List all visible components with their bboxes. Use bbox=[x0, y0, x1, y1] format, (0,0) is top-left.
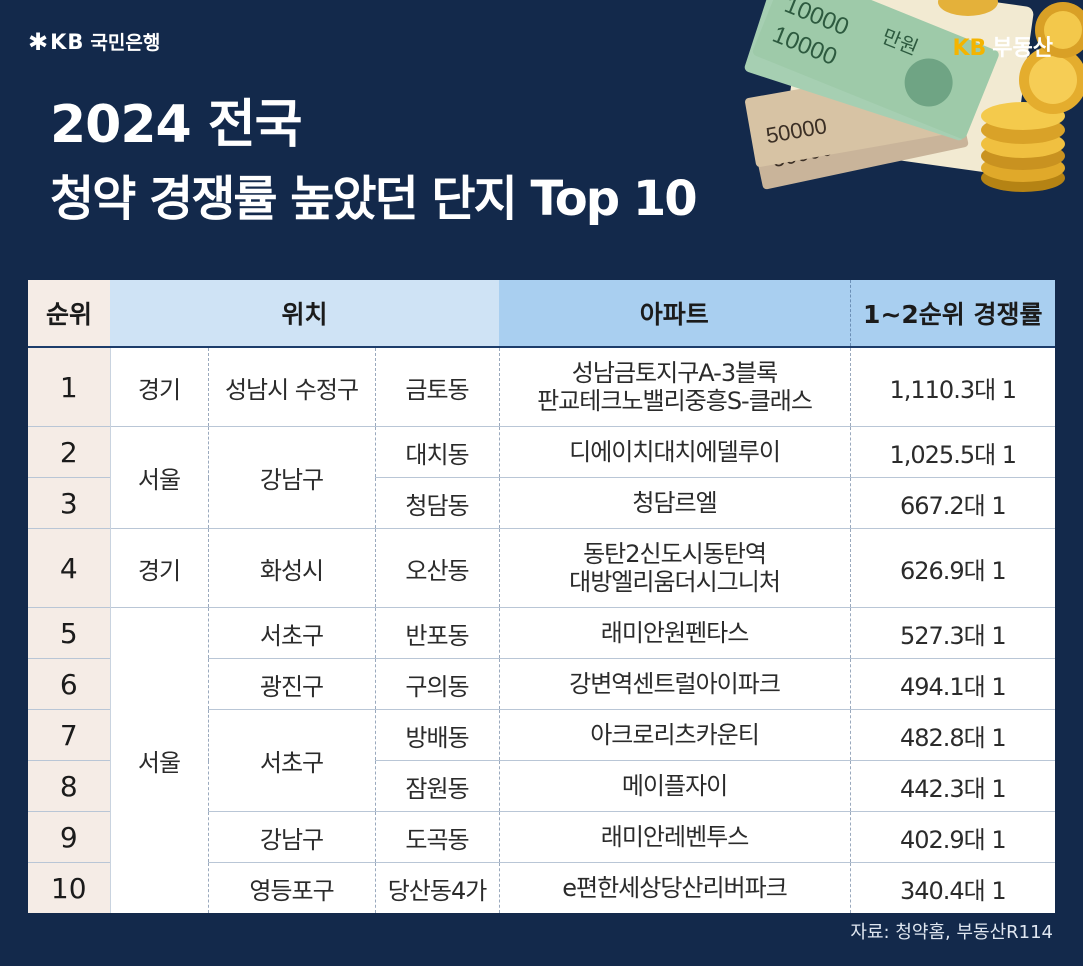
header-location: 위치 bbox=[110, 280, 500, 347]
apartment-name-line-2: 판교테크노밸리중흥S-클래스 bbox=[537, 387, 813, 415]
dong-cell: 오산동 bbox=[374, 528, 500, 608]
rank-cell: 9 bbox=[28, 811, 110, 863]
table-row: 1 경기 성남시 수정구 금토동 성남금토지구A-3블록 판교테크노밸리중흥S-… bbox=[28, 346, 1056, 427]
ratio-cell: 494.1대 1 bbox=[849, 658, 1056, 710]
apartment-cell: 래미안레벤투스 bbox=[498, 811, 851, 863]
region-cell: 서울 bbox=[109, 426, 208, 529]
district-cell: 강남구 bbox=[207, 426, 375, 529]
district-cell: 서초구 bbox=[207, 607, 375, 659]
region-cell: 경기 bbox=[109, 528, 208, 608]
bank-logo-kb: KB bbox=[50, 29, 85, 54]
apartment-name-line-2: 대방엘리움더시그니처 bbox=[569, 568, 781, 596]
title-line-2: 청약 경쟁률 높았던 단지 Top 10 bbox=[50, 171, 698, 227]
table-header-row: 순위 위치 아파트 1~2순위 경쟁률 bbox=[28, 280, 1056, 347]
dong-cell: 당산동4가 bbox=[374, 862, 500, 913]
money-coins-illustration: 50000 50000 10000 만원 10000 bbox=[744, 0, 1083, 192]
kb-real-estate-logo: KB 부동산 bbox=[952, 30, 1053, 62]
table-row: 3 청담동 청담르엘 667.2대 1 bbox=[28, 477, 1056, 529]
district-cell: 영등포구 bbox=[207, 862, 375, 913]
apartment-name-line-1: 동탄2신도시동탄역 bbox=[583, 540, 767, 568]
table-row: 9 강남구 도곡동 래미안레벤투스 402.9대 1 bbox=[28, 811, 1056, 863]
district-cell: 화성시 bbox=[207, 528, 375, 608]
ratio-cell: 482.8대 1 bbox=[849, 709, 1056, 761]
table-row: 8 잠원동 메이플자이 442.3대 1 bbox=[28, 760, 1056, 812]
region-cell: 서울 bbox=[109, 607, 208, 913]
ratio-cell: 402.9대 1 bbox=[849, 811, 1056, 863]
rank-cell: 2 bbox=[28, 426, 110, 478]
dong-cell: 구의동 bbox=[374, 658, 500, 710]
dong-cell: 청담동 bbox=[374, 477, 500, 529]
apartment-cell: e편한세상당산리버파크 bbox=[498, 862, 851, 913]
apartment-cell: 강변역센트럴아이파크 bbox=[498, 658, 851, 710]
rank-cell: 4 bbox=[28, 528, 110, 608]
table-row: 4 경기 화성시 오산동 동탄2신도시동탄역 대방엘리움더시그니처 626.9대… bbox=[28, 528, 1056, 608]
district-cell: 서초구 bbox=[207, 709, 375, 812]
dong-cell: 금토동 bbox=[374, 346, 500, 427]
rank-cell: 7 bbox=[28, 709, 110, 761]
apartment-cell: 메이플자이 bbox=[498, 760, 851, 812]
ratio-cell: 442.3대 1 bbox=[849, 760, 1056, 812]
district-cell: 성남시 수정구 bbox=[207, 346, 375, 427]
apartment-name-line-1: 성남금토지구A-3블록 bbox=[571, 359, 778, 387]
page-title: 2024 전국 청약 경쟁률 높았던 단지 Top 10 bbox=[50, 88, 698, 236]
rank-cell: 3 bbox=[28, 477, 110, 529]
table-row: 5 서울 서초구 반포동 래미안원펜타스 527.3대 1 bbox=[28, 607, 1056, 913]
region-cell: 경기 bbox=[109, 346, 208, 427]
table-row: 6 광진구 구의동 강변역센트럴아이파크 494.1대 1 bbox=[28, 658, 1056, 710]
header-apartment: 아파트 bbox=[499, 280, 851, 347]
brand-logo-kb: KB bbox=[952, 36, 987, 61]
dong-cell: 방배동 bbox=[374, 709, 500, 761]
dong-cell: 대치동 bbox=[374, 426, 500, 478]
ratio-cell: 626.9대 1 bbox=[849, 528, 1056, 608]
ratio-cell: 527.3대 1 bbox=[849, 607, 1056, 659]
rank-cell: 10 bbox=[28, 862, 110, 913]
table-row: 10 영등포구 당산동4가 e편한세상당산리버파크 340.4대 1 bbox=[28, 862, 1056, 913]
apartment-cell: 동탄2신도시동탄역 대방엘리움더시그니처 bbox=[498, 528, 851, 608]
ratio-cell: 340.4대 1 bbox=[849, 862, 1056, 913]
dong-cell: 반포동 bbox=[374, 607, 500, 659]
brand-logo-name: 부동산 bbox=[992, 36, 1053, 61]
ratio-cell: 667.2대 1 bbox=[849, 477, 1056, 529]
ratio-cell: 1,025.5대 1 bbox=[849, 426, 1056, 478]
dong-cell: 도곡동 bbox=[374, 811, 500, 863]
source-note: 자료: 청약홈, 부동산R114 bbox=[850, 922, 1053, 943]
rank-cell: 8 bbox=[28, 760, 110, 812]
bank-logo-name: 국민은행 bbox=[90, 32, 161, 54]
kb-kookmin-bank-logo: ✱ KB 국민은행 bbox=[28, 28, 160, 55]
header-rank: 순위 bbox=[28, 280, 110, 347]
apartment-cell: 래미안원펜타스 bbox=[498, 607, 851, 659]
district-cell: 강남구 bbox=[207, 811, 375, 863]
note-portrait-shape bbox=[904, 58, 953, 107]
table-row: 2 서울 강남구 대치동 디에이치대치에델루이 1,025.5대 1 bbox=[28, 426, 1056, 529]
rank-cell: 1 bbox=[28, 346, 110, 427]
apartment-cell: 아크로리츠카운티 bbox=[498, 709, 851, 761]
title-line-1: 2024 전국 bbox=[50, 95, 303, 155]
apartment-cell: 청담르엘 bbox=[498, 477, 851, 529]
district-cell: 광진구 bbox=[207, 658, 375, 710]
ratio-cell: 1,110.3대 1 bbox=[849, 346, 1056, 427]
rank-cell: 5 bbox=[28, 607, 110, 659]
kb-star-icon: ✱ bbox=[28, 27, 49, 56]
apartment-cell: 성남금토지구A-3블록 판교테크노밸리중흥S-클래스 bbox=[498, 346, 851, 427]
table-row: 7 서초구 방배동 아크로리츠카운티 482.8대 1 bbox=[28, 709, 1056, 812]
rank-cell: 6 bbox=[28, 658, 110, 710]
apartment-cell: 디에이치대치에델루이 bbox=[498, 426, 851, 478]
competition-ratio-table: 순위 위치 아파트 1~2순위 경쟁률 1 경기 성남시 수정구 금토동 성남금… bbox=[28, 280, 1056, 913]
dong-cell: 잠원동 bbox=[374, 760, 500, 812]
gold-coins-stack bbox=[938, 0, 1083, 192]
header-ratio: 1~2순위 경쟁률 bbox=[849, 280, 1056, 347]
